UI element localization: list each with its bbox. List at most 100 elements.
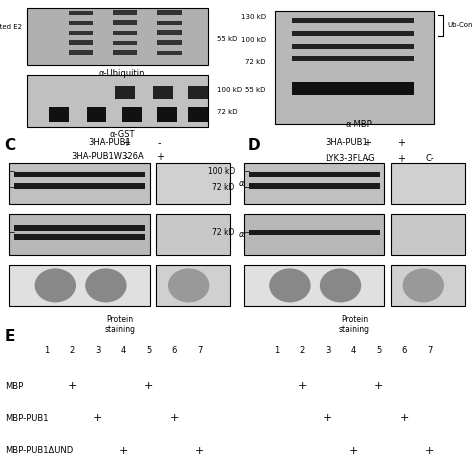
Bar xyxy=(113,40,137,45)
Text: MBP: MBP xyxy=(5,382,23,391)
Text: LYK3-3FLAG: LYK3-3FLAG xyxy=(89,167,138,176)
Text: +: + xyxy=(297,381,307,391)
Bar xyxy=(115,86,135,99)
Bar xyxy=(69,40,93,45)
Bar xyxy=(188,86,208,99)
FancyBboxPatch shape xyxy=(9,214,150,255)
Ellipse shape xyxy=(402,268,444,302)
Text: +: + xyxy=(155,167,164,177)
Text: 72 kD: 72 kD xyxy=(217,109,237,115)
Text: 100 kD: 100 kD xyxy=(208,167,235,176)
Text: 100 kD: 100 kD xyxy=(217,87,242,93)
Bar xyxy=(157,107,177,122)
Text: 72 kD: 72 kD xyxy=(212,228,235,237)
Text: -: - xyxy=(158,138,161,148)
Text: 4: 4 xyxy=(120,346,126,355)
Text: +: + xyxy=(122,138,130,148)
Bar xyxy=(153,86,173,99)
FancyBboxPatch shape xyxy=(156,164,230,204)
FancyBboxPatch shape xyxy=(27,9,208,65)
Bar xyxy=(113,10,137,15)
Bar xyxy=(292,44,414,48)
Text: α-GST: α-GST xyxy=(109,130,135,139)
Text: 2: 2 xyxy=(70,346,75,355)
FancyBboxPatch shape xyxy=(156,214,230,255)
Bar xyxy=(113,51,137,55)
Text: +: + xyxy=(155,152,164,162)
Text: 130 kD: 130 kD xyxy=(241,14,266,20)
Text: Ub-Con: Ub-Con xyxy=(447,22,473,28)
Text: C-: C- xyxy=(188,167,197,176)
Text: Activated E2: Activated E2 xyxy=(0,24,22,30)
Text: Protein
staining: Protein staining xyxy=(104,315,135,334)
Bar xyxy=(69,51,93,55)
FancyBboxPatch shape xyxy=(244,164,384,204)
Text: +: + xyxy=(397,138,405,148)
Text: +: + xyxy=(67,381,77,391)
Bar xyxy=(157,31,182,35)
Text: +: + xyxy=(195,446,204,456)
Text: E: E xyxy=(5,328,15,344)
Bar xyxy=(292,56,414,61)
Text: -: - xyxy=(366,154,369,164)
Text: 100 kD: 100 kD xyxy=(241,37,266,43)
Text: +: + xyxy=(144,381,154,391)
Bar xyxy=(248,229,380,235)
FancyBboxPatch shape xyxy=(9,265,150,306)
Text: 5: 5 xyxy=(146,346,151,355)
Bar xyxy=(69,10,93,15)
Bar xyxy=(69,31,93,35)
FancyBboxPatch shape xyxy=(391,164,465,204)
FancyBboxPatch shape xyxy=(391,265,465,306)
Text: 6: 6 xyxy=(172,346,177,355)
Bar xyxy=(188,107,208,122)
Ellipse shape xyxy=(35,268,76,302)
Text: C: C xyxy=(5,138,16,153)
Bar xyxy=(248,172,380,177)
Ellipse shape xyxy=(269,268,310,302)
Text: C-: C- xyxy=(425,154,434,163)
Text: α-HA: α-HA xyxy=(239,179,260,188)
Text: Protein
staining: Protein staining xyxy=(339,315,370,334)
Bar xyxy=(157,10,182,15)
Text: α-Ubiquitin: α-Ubiquitin xyxy=(99,69,145,78)
FancyBboxPatch shape xyxy=(244,214,384,255)
Text: 55 kD: 55 kD xyxy=(246,87,266,93)
Text: 3HA-PUB1: 3HA-PUB1 xyxy=(326,138,368,147)
Bar xyxy=(113,30,137,35)
Text: +: + xyxy=(374,381,383,391)
Text: LYK3-3FLAG: LYK3-3FLAG xyxy=(326,154,375,163)
Bar xyxy=(157,20,182,25)
Text: +: + xyxy=(323,413,332,423)
Bar xyxy=(14,183,145,189)
Bar xyxy=(113,20,137,25)
Text: +: + xyxy=(93,413,102,423)
Text: +: + xyxy=(118,446,128,456)
Bar xyxy=(14,225,145,230)
FancyBboxPatch shape xyxy=(244,265,384,306)
Text: 7: 7 xyxy=(427,346,432,355)
Bar xyxy=(157,50,182,55)
Text: 3: 3 xyxy=(325,346,330,355)
Text: 1: 1 xyxy=(274,346,279,355)
FancyBboxPatch shape xyxy=(391,214,465,255)
Text: D: D xyxy=(248,138,261,153)
Text: 72 kD: 72 kD xyxy=(212,183,235,192)
Text: +: + xyxy=(170,413,179,423)
Text: α-MBP: α-MBP xyxy=(345,119,372,128)
Text: +: + xyxy=(364,138,372,148)
Text: 3HA-PUB1: 3HA-PUB1 xyxy=(89,138,132,147)
FancyBboxPatch shape xyxy=(9,164,150,204)
Text: +: + xyxy=(397,154,405,164)
Bar xyxy=(248,183,380,189)
Bar xyxy=(292,31,414,36)
Bar xyxy=(69,21,93,25)
Text: 7: 7 xyxy=(197,346,202,355)
FancyBboxPatch shape xyxy=(274,11,434,124)
Text: α-FLAG: α-FLAG xyxy=(239,230,270,239)
Text: 2: 2 xyxy=(300,346,305,355)
Text: 3: 3 xyxy=(95,346,100,355)
Text: 72 kD: 72 kD xyxy=(245,59,266,65)
Ellipse shape xyxy=(85,268,127,302)
FancyBboxPatch shape xyxy=(27,75,208,128)
